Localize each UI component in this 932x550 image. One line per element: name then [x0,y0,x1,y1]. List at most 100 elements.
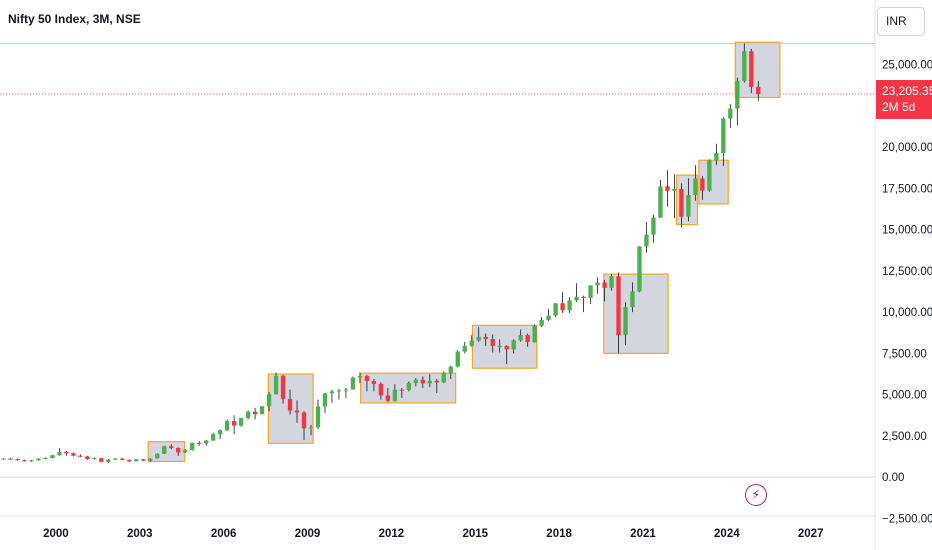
candle-body [8,458,13,460]
candle-body [602,282,607,288]
candle-body [343,389,349,391]
candle-body [448,366,453,374]
candle-body [672,188,677,191]
candle-body [441,373,446,383]
chart-grid [0,0,876,550]
candle-body [392,389,398,401]
y-tick-label: −2,500.00 [882,513,932,525]
candle-body [57,451,62,456]
candle-body [22,460,27,462]
candle-body [700,178,705,191]
candle-body [546,315,551,321]
candle-body [539,320,544,326]
y-tick-label: 2,500.00 [882,431,927,443]
candle-body [616,276,621,336]
candle-body [630,291,635,308]
candle-body [183,449,188,453]
candle-body [665,186,670,191]
candle-body [364,375,370,381]
chart-title: Nifty 50 Index, 3M, NSE [8,12,141,26]
candle-body [609,276,614,288]
candle-body [350,377,356,390]
candle-body [210,434,216,441]
candle-body [378,383,384,396]
candle-body [679,188,684,217]
x-axis[interactable]: 2000 2003 2006 2009 2012 2015 2018 2021 2024 2027 [43,528,823,540]
candle-body [469,340,474,346]
candle-body [525,335,530,343]
y-tick-label: 12,500.00 [882,266,932,278]
highlight-boxes [147,41,781,463]
candle-body [71,453,76,456]
candle-body [252,411,258,415]
candle-body [259,406,265,415]
y-tick-label: 5,000.00 [882,390,927,402]
candle-body [315,406,321,428]
candle-body [120,458,125,460]
candle-body [85,456,90,460]
last-price-value: 23,205.35 [882,84,932,98]
candle-body [651,217,656,235]
candle-body [749,51,754,87]
candle-body [686,195,691,217]
candle-body [567,300,572,311]
candle-body [371,380,377,384]
x-tick-label: 2018 [546,528,572,540]
candle-body [204,440,209,444]
x-tick-label: 2000 [43,528,69,540]
candle-body [399,389,405,391]
candle-body [287,399,293,411]
candle-body [357,375,363,378]
candle-body [588,285,593,298]
candle-body [141,459,146,461]
candle-body [169,446,174,448]
candle-body [15,459,20,461]
candle-body [483,336,488,340]
candle-body [504,345,509,350]
candle-body [127,459,132,462]
y-axis[interactable]: 25,000.00 20,000.00 17,500.00 15,000.00 12,5… [882,59,932,525]
currency-button[interactable]: INR [877,7,925,36]
y-tick-label: 25,000.00 [882,59,932,71]
candle-body [714,152,719,161]
candle-body [308,427,314,429]
candle-body [217,430,223,435]
y-tick-label: 0.00 [882,472,904,484]
x-tick-label: 2021 [630,528,656,540]
candle-body [497,345,502,347]
x-tick-label: 2006 [211,528,237,540]
candle-body [427,380,432,384]
candle-body [294,410,300,413]
candle-body [36,458,41,461]
x-tick-label: 2012 [379,528,405,540]
candle-body [693,178,698,196]
bar-countdown: 2M 5d [882,100,916,114]
candle-body [553,303,558,316]
candle-body [623,307,628,336]
candle-body [148,458,153,461]
candle-body [721,118,726,153]
candle-body [266,394,272,407]
highlight-box [603,273,669,354]
candle-body [43,458,48,460]
candle-body [518,335,523,341]
x-tick-label: 2015 [462,528,488,540]
lightning-icon[interactable]: ⚡ [745,484,767,506]
candle-body [190,442,195,450]
candle-body [511,340,516,350]
candle-body [329,391,335,394]
candles [1,43,761,464]
candle-body [742,51,747,81]
candle-body [462,345,467,352]
candle-body [595,282,600,286]
candle-body [155,453,160,459]
candle-body [581,296,586,298]
candle-body [756,86,761,95]
candle-body [99,458,104,462]
candle-body [476,336,481,341]
candle-body [245,411,251,419]
candle-body [336,390,342,392]
candle-body [78,455,83,457]
x-tick-label: 2003 [127,528,153,540]
